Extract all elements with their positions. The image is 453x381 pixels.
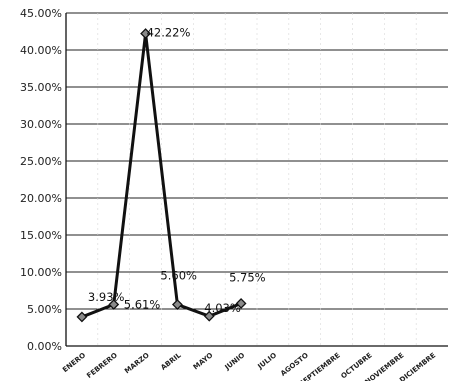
data-markers [76, 28, 247, 323]
data-point-marker [140, 28, 152, 39]
data-label: 5.60% [160, 269, 197, 283]
x-tick-label: MARZO [123, 351, 151, 375]
data-point-marker [203, 310, 215, 322]
y-tick-label: 35.00% [20, 81, 62, 94]
y-tick-label: 20.00% [20, 192, 62, 205]
data-label: 42.22% [147, 26, 191, 40]
x-tick-label: JUNIO [223, 351, 247, 372]
y-tick-label: 45.00% [20, 7, 62, 20]
data-label: 5.75% [229, 270, 266, 284]
vertical-gridlines [97, 13, 417, 346]
series-layer [81, 32, 242, 319]
x-tick-label: AGOSTO [279, 351, 310, 378]
data-labels: 3.93%5.61% 42.22% 5.60% 4.03% 5.75% [88, 26, 266, 316]
y-tick-label: 5.00% [27, 303, 62, 316]
x-tick-label: FEBRERO [85, 351, 119, 380]
y-tick-label: 15.00% [20, 229, 62, 242]
y-tick-label: 0.00% [27, 340, 62, 353]
y-tick-label: 25.00% [20, 155, 62, 168]
y-tick-label: 10.00% [20, 266, 62, 279]
data-point-marker [108, 299, 120, 310]
data-label: 4.03% [204, 301, 241, 315]
x-tick-label: ABRIL [159, 351, 183, 372]
y-tick-label: 30.00% [20, 118, 62, 131]
x-tick-label: JULIO [256, 351, 279, 371]
x-tick-label: MAYO [192, 351, 215, 371]
x-tick-label: ENERO [61, 351, 87, 374]
x-tick-label: DICIEMBRE [398, 351, 437, 381]
y-axis-ticks: 0.00% 5.00% 10.00% 15.00% 20.00% 25.00% 30.00%… [20, 7, 62, 353]
data-label: 5.61% [124, 297, 161, 311]
data-label: 3.93% [88, 290, 125, 304]
data-point-marker [76, 311, 88, 323]
y-tick-label: 40.00% [20, 44, 62, 57]
data-point-marker [235, 298, 247, 309]
data-point-marker [171, 299, 183, 310]
series-line [81, 32, 242, 319]
